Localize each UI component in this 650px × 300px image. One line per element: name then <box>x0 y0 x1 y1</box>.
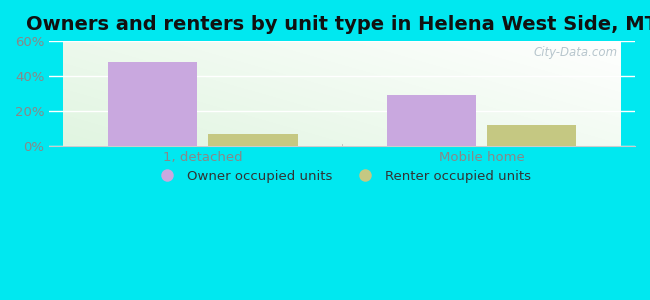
Legend: Owner occupied units, Renter occupied units: Owner occupied units, Renter occupied un… <box>148 165 536 188</box>
Bar <box>387 95 476 146</box>
Bar <box>488 125 577 146</box>
Text: City-Data.com: City-Data.com <box>533 46 618 59</box>
Bar <box>108 62 197 146</box>
Bar <box>208 134 298 146</box>
Title: Owners and renters by unit type in Helena West Side, MT: Owners and renters by unit type in Helen… <box>26 15 650 34</box>
